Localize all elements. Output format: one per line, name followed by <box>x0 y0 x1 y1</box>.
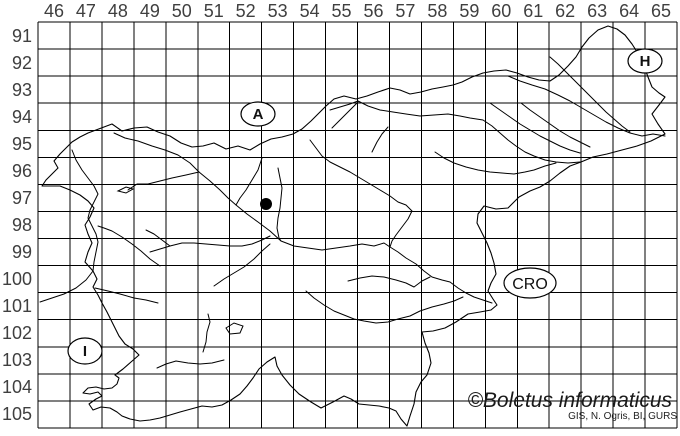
austria-ellipse <box>240 101 276 127</box>
grid-column-label: 52 <box>235 1 256 21</box>
river-soca <box>39 149 99 303</box>
river-kokra <box>235 157 263 206</box>
slovenia-border <box>41 25 666 427</box>
river-sava <box>198 171 493 304</box>
grid-row-label: 95 <box>11 133 32 154</box>
river-sava-bohinjka <box>127 171 200 191</box>
country-label-croatia: CRO <box>503 267 557 299</box>
croatia-label-text: CRO <box>512 276 548 293</box>
river-paka <box>371 126 389 153</box>
grid-row-label: 98 <box>11 214 32 235</box>
grid-column-label: 63 <box>587 1 608 21</box>
river-meza <box>329 100 359 111</box>
river-scavnica <box>520 102 591 148</box>
grid-column-label: 60 <box>491 1 512 21</box>
grid-row-label: 104 <box>1 377 32 398</box>
hungary-ellipse <box>627 48 663 74</box>
river-pivka <box>202 313 211 353</box>
grid-column-label: 49 <box>139 1 160 21</box>
river-vipava <box>94 287 159 304</box>
croatia-ellipse <box>503 267 557 299</box>
grid-column-label: 51 <box>203 1 224 21</box>
country-label-italy: I <box>67 337 103 365</box>
river-mirna <box>347 275 431 288</box>
grid-column-label: 55 <box>331 1 352 21</box>
grid-column-label: 58 <box>427 1 448 21</box>
grid-column-label: 46 <box>43 1 65 21</box>
country-label-austria: A <box>240 101 276 127</box>
grid-column-label: 64 <box>619 1 640 21</box>
grid-row-label: 92 <box>11 52 32 73</box>
river-mura <box>507 75 666 137</box>
river-ljubljanica <box>213 243 271 287</box>
lake-bohinj <box>116 186 135 194</box>
river-savinja <box>309 139 413 248</box>
lake-cerknica <box>225 322 244 335</box>
grid-column-label: 54 <box>299 1 320 21</box>
river-sava-dolinka <box>113 132 200 173</box>
river-dravinja <box>434 151 557 175</box>
grid-row-label: 97 <box>11 187 32 208</box>
grid-column-label: 50 <box>171 1 192 21</box>
river-reka <box>156 359 225 369</box>
river-kamniska-bistrica <box>276 167 283 242</box>
grid-column-label: 61 <box>523 1 544 21</box>
river-pesnica <box>489 102 581 154</box>
grid-row-label: 105 <box>1 404 32 425</box>
river-drava <box>357 100 581 164</box>
grid-row-label: 96 <box>11 160 32 181</box>
italy-ellipse <box>67 337 103 365</box>
grid-row-label: 100 <box>1 269 32 290</box>
country-label-hungary: H <box>627 48 663 74</box>
grid-column-label: 57 <box>395 1 416 21</box>
river-sora <box>149 235 271 253</box>
grid-lines <box>37 21 678 429</box>
grid-column-label: 53 <box>267 1 288 21</box>
grid-column-label: 56 <box>363 1 384 21</box>
italy-label-text: I <box>83 343 87 360</box>
grid-row-label: 93 <box>11 79 32 100</box>
river-ledava <box>549 56 631 133</box>
grid-row-label: 101 <box>1 296 32 317</box>
grid-column-label: 47 <box>75 1 96 21</box>
grid-row-label: 94 <box>11 106 32 127</box>
grid-row-label: 91 <box>11 25 32 46</box>
copyright-text: ©Boletus informaticus <box>467 389 672 412</box>
grid-row-label: 102 <box>1 323 32 344</box>
occurrence-dot[interactable] <box>260 198 272 210</box>
grid-column-label: 48 <box>107 1 128 21</box>
attribution-text: GIS, N. Ogris, BI, GURS <box>568 411 677 422</box>
grid-row-label: 103 <box>1 350 32 371</box>
river-network <box>39 56 666 369</box>
river-mislinja <box>331 101 359 129</box>
grid-column-label: 62 <box>555 1 576 21</box>
river-krka <box>305 290 464 324</box>
grid-row-label: 99 <box>11 242 32 263</box>
grid-column-label: 59 <box>459 1 480 21</box>
river-idrijca <box>97 225 161 267</box>
river-selska-sora <box>145 229 171 247</box>
austria-label-text: A <box>253 106 264 123</box>
hungary-label-text: H <box>640 53 651 70</box>
grid-column-label: 65 <box>651 1 672 21</box>
